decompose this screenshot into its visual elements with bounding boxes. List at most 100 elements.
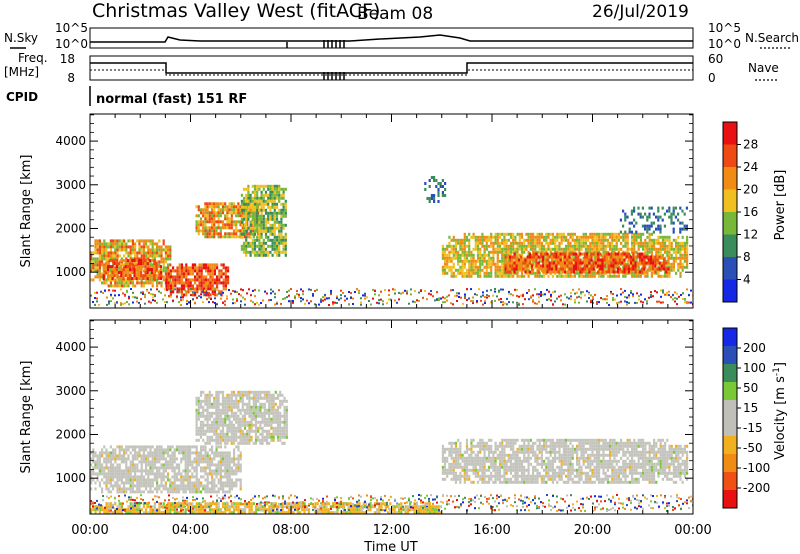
data-cell <box>544 270 547 274</box>
data-cell <box>245 205 248 209</box>
scatter-cell <box>452 303 454 306</box>
data-cell <box>580 244 583 248</box>
data-cell <box>258 217 261 221</box>
data-cell <box>237 211 240 215</box>
data-cell <box>496 253 499 257</box>
data-cell <box>167 448 170 452</box>
data-cell <box>253 217 257 221</box>
data-cell <box>193 445 196 449</box>
data-cell <box>284 232 287 236</box>
data-cell <box>251 226 254 230</box>
data-cell <box>227 281 230 285</box>
data-cell <box>147 245 150 249</box>
data-cell <box>123 263 126 267</box>
data-cell <box>217 460 220 464</box>
data-cell <box>652 255 655 259</box>
data-cell <box>452 262 455 266</box>
data-cell <box>626 259 629 263</box>
data-cell <box>217 205 220 209</box>
data-cell <box>570 267 573 271</box>
data-cell <box>149 263 152 267</box>
scatter-cell <box>186 300 188 302</box>
data-cell <box>189 460 192 464</box>
data-cell <box>582 235 585 239</box>
data-cell <box>275 235 279 239</box>
data-cell <box>114 466 117 470</box>
scatter-cell <box>394 288 396 291</box>
data-cell <box>239 454 242 458</box>
data-cell <box>520 241 524 245</box>
data-cell <box>187 272 190 276</box>
data-cell <box>153 262 156 266</box>
data-cell <box>145 242 148 246</box>
data-cell <box>532 253 535 257</box>
scatter-cell <box>314 303 316 306</box>
scatter-cell <box>126 301 128 303</box>
data-cell <box>616 264 619 268</box>
data-cell <box>504 255 507 259</box>
scatter-cell <box>104 289 106 292</box>
data-cell <box>118 245 121 249</box>
data-cell <box>226 226 229 230</box>
scatter-cell <box>378 294 380 297</box>
data-cell <box>633 241 636 245</box>
scatter-cell <box>162 298 164 301</box>
data-cell <box>487 274 491 278</box>
data-cell <box>461 238 464 242</box>
data-cell <box>650 221 653 225</box>
data-cell <box>594 261 597 265</box>
data-cell <box>103 254 106 258</box>
data-cell <box>247 250 250 254</box>
scatter-cell <box>580 296 582 299</box>
data-cell <box>580 241 583 245</box>
data-cell <box>202 287 205 291</box>
data-cell <box>123 472 126 476</box>
data-cell <box>157 271 160 275</box>
data-cell <box>659 224 662 228</box>
data-cell <box>264 190 268 194</box>
data-cell <box>617 274 620 278</box>
data-cell <box>652 230 655 234</box>
data-cell <box>275 184 279 188</box>
data-cell <box>90 263 93 267</box>
data-cell <box>105 457 108 461</box>
colorbar-tick-label: 16 <box>743 205 758 219</box>
data-cell <box>189 272 192 276</box>
data-cell <box>120 239 123 243</box>
data-cell <box>183 287 186 291</box>
data-cell <box>605 252 608 256</box>
colorbar-segment <box>723 144 737 168</box>
data-cell <box>481 244 484 248</box>
data-cell <box>200 278 203 282</box>
data-cell <box>148 265 151 269</box>
data-cell <box>191 269 194 273</box>
data-cell <box>616 258 619 262</box>
data-cell <box>275 220 279 224</box>
scatter-cell <box>536 302 538 305</box>
data-cell <box>217 211 220 215</box>
data-cell <box>239 229 242 233</box>
data-cell <box>224 466 227 470</box>
data-cell <box>180 481 183 485</box>
data-cell <box>206 481 209 485</box>
nsky-tick-bottom: 10^0 <box>55 37 88 51</box>
data-cell <box>672 268 675 272</box>
data-cell <box>184 463 187 467</box>
data-cell <box>567 268 570 272</box>
data-cell <box>528 261 531 265</box>
data-cell <box>186 448 189 452</box>
data-cell <box>537 255 540 259</box>
scatter-cell <box>394 299 396 302</box>
data-cell <box>545 232 548 236</box>
data-cell <box>205 266 208 270</box>
scatter-cell <box>512 301 514 304</box>
data-cell <box>483 247 486 251</box>
data-cell <box>159 277 162 281</box>
data-cell <box>653 271 656 275</box>
data-cell <box>672 262 675 266</box>
data-cell <box>197 411 200 415</box>
data-cell <box>149 242 152 246</box>
data-cell <box>153 277 156 281</box>
data-cell <box>213 272 216 276</box>
data-cell <box>147 260 150 264</box>
